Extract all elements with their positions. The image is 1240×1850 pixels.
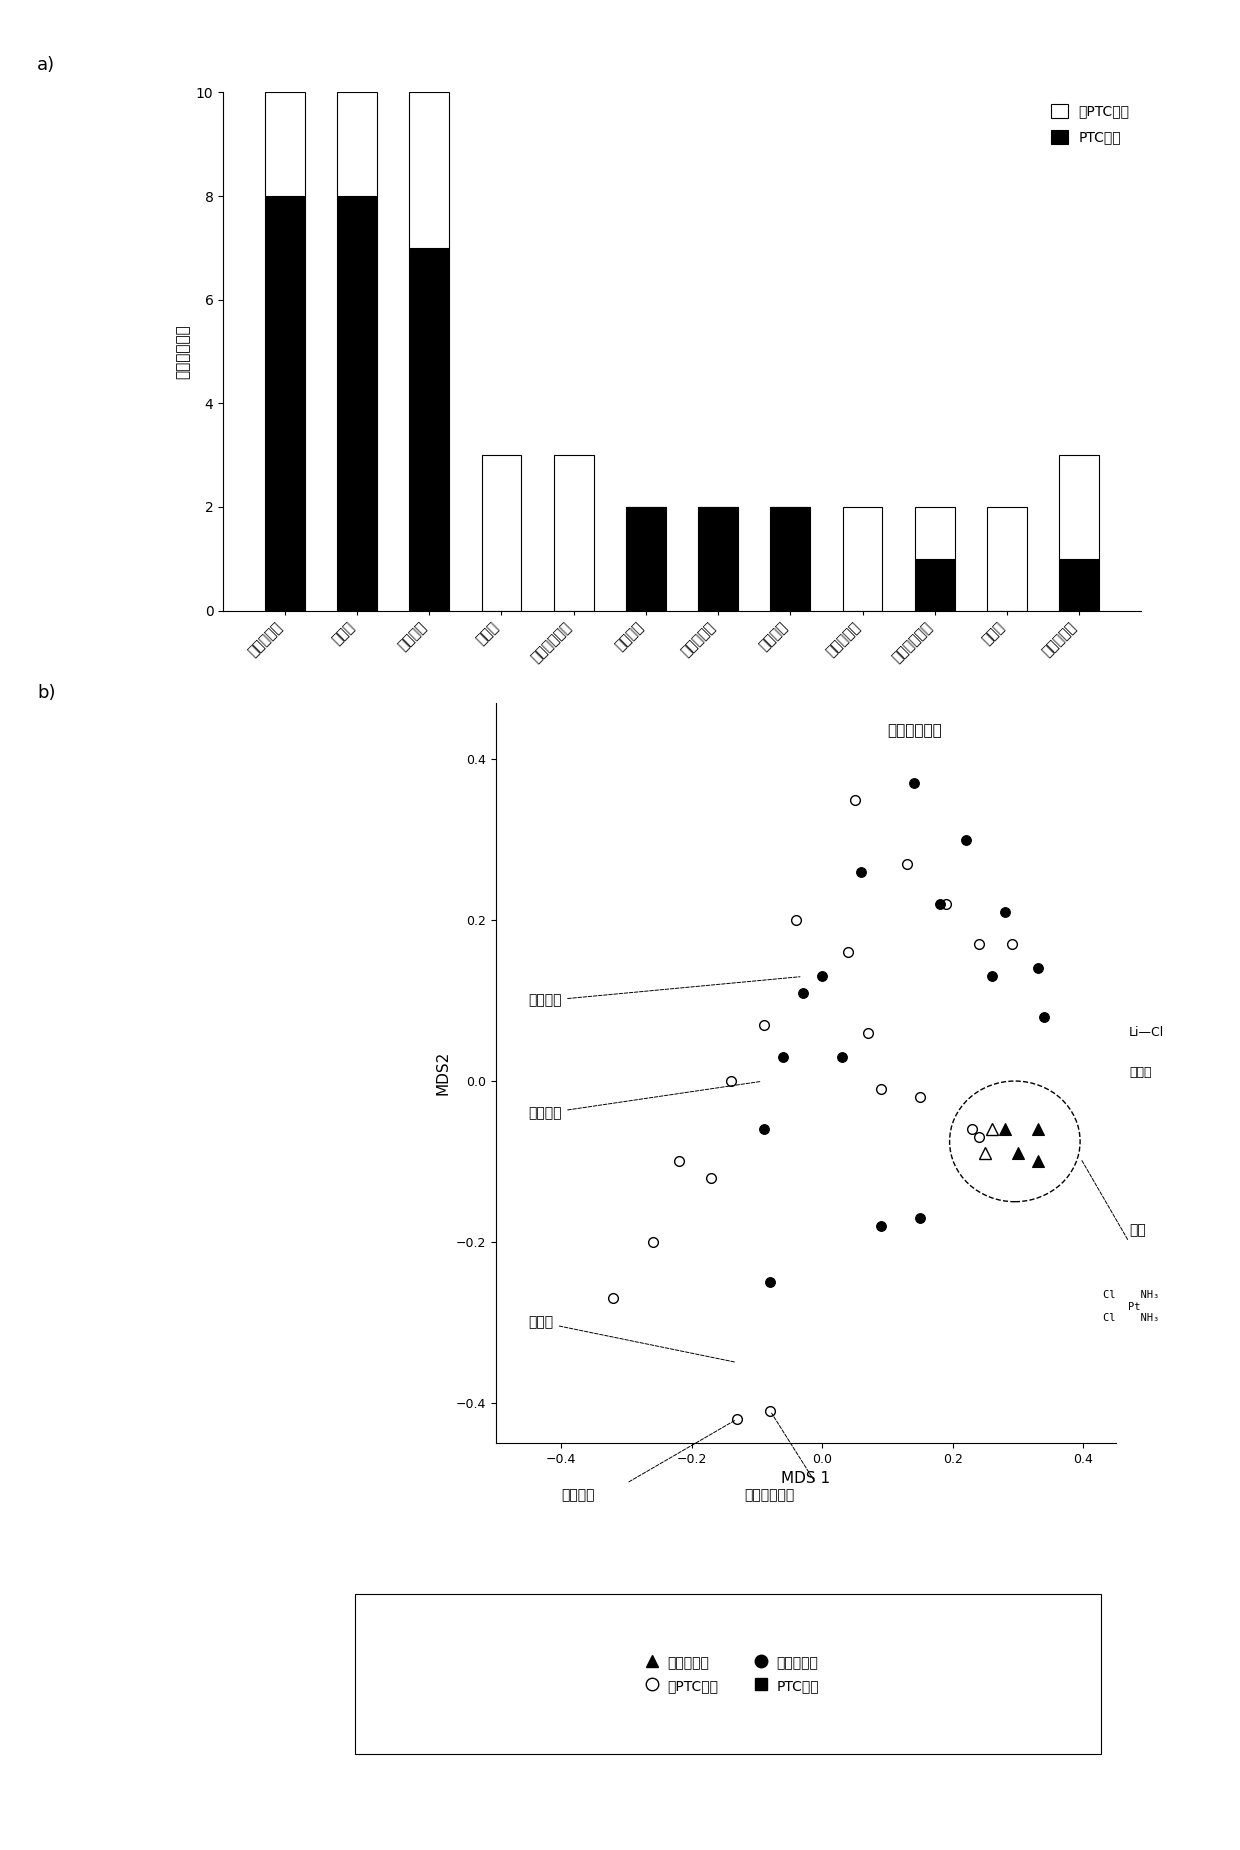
Bar xyxy=(987,507,1027,610)
Bar xyxy=(915,507,955,559)
Text: 头孢塞吩: 头孢塞吩 xyxy=(528,977,800,1008)
Bar xyxy=(265,92,305,196)
Text: 化学结构空间: 化学结构空间 xyxy=(888,723,942,738)
Bar xyxy=(915,559,955,610)
Bar xyxy=(770,507,810,610)
Y-axis label: MDS2: MDS2 xyxy=(435,1051,450,1095)
Text: 顺铂: 顺铂 xyxy=(1130,1223,1146,1238)
Text: a): a) xyxy=(37,56,56,74)
Bar xyxy=(1059,455,1099,559)
X-axis label: MDS 1: MDS 1 xyxy=(781,1471,831,1486)
Bar xyxy=(1059,559,1099,610)
Text: 布洛芬: 布洛芬 xyxy=(528,1315,735,1362)
Text: 非那西丁: 非那西丁 xyxy=(562,1487,595,1502)
Text: b): b) xyxy=(37,684,56,703)
Legend: 非PTC毒性, PTC毒性: 非PTC毒性, PTC毒性 xyxy=(1047,100,1133,148)
Legend: 工业化学品, 非PTC毒性, 其他化合物, PTC毒性: 工业化学品, 非PTC毒性, 其他化合物, PTC毒性 xyxy=(637,1648,826,1700)
Bar xyxy=(481,455,521,610)
Bar xyxy=(409,248,449,610)
Text: 头孢塞定: 头孢塞定 xyxy=(528,1082,761,1121)
Text: 氯化锂: 氯化锂 xyxy=(1130,1066,1152,1080)
Bar xyxy=(265,196,305,610)
Text: Cl    NH₃
    Pt
Cl    NH₃: Cl NH₃ Pt Cl NH₃ xyxy=(1102,1289,1159,1323)
Bar xyxy=(337,196,377,610)
Text: 对乙酰氨基酚: 对乙酰氨基酚 xyxy=(744,1487,795,1502)
Bar xyxy=(698,507,738,610)
Bar xyxy=(843,507,883,610)
Bar xyxy=(554,455,594,610)
Bar xyxy=(337,92,377,196)
Bar xyxy=(626,507,666,610)
Y-axis label: 化合物的数量: 化合物的数量 xyxy=(175,324,190,379)
Bar xyxy=(409,92,449,248)
Text: Li—Cl: Li—Cl xyxy=(1130,1027,1164,1040)
